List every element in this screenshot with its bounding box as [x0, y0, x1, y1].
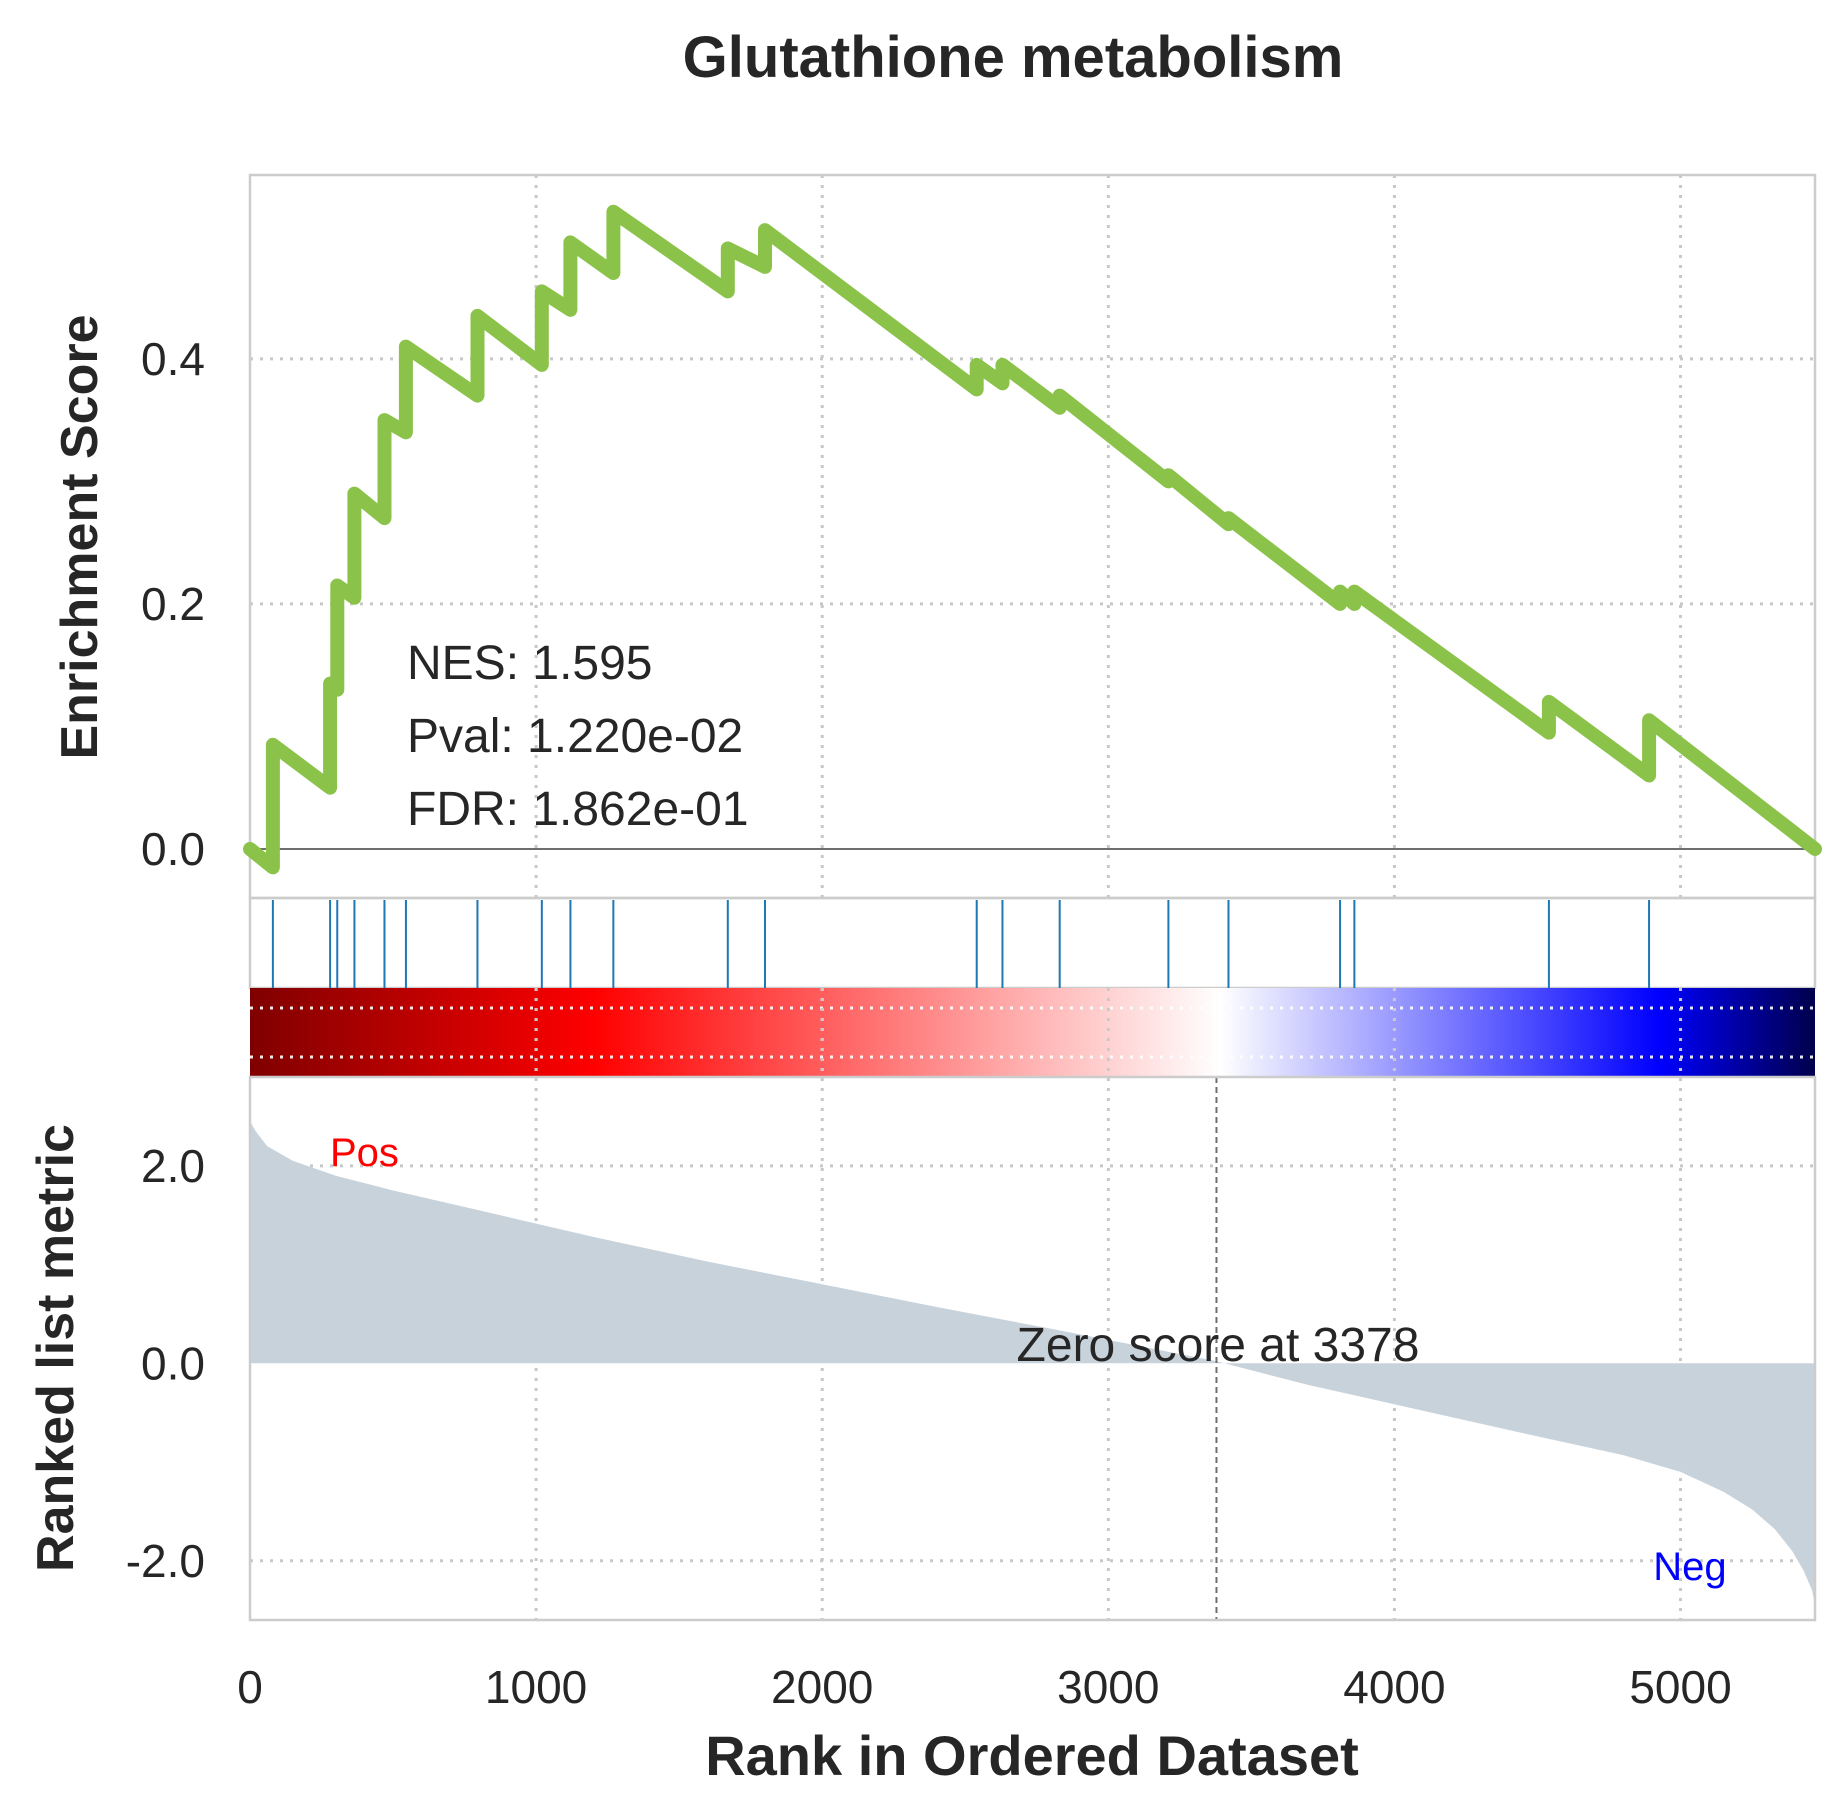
- enrichment-score-line: [243, 204, 1822, 875]
- x-tick-label: 2000: [771, 1661, 873, 1713]
- x-tick-label: 1000: [485, 1661, 587, 1713]
- es-panel: 0.0 0.2 0.4 Enrichment Score NES: 1.595 Pv…: [51, 173, 1822, 900]
- hits-panel: [248, 896, 1817, 990]
- fdr-stat: FDR: 1.862e-01: [407, 783, 749, 836]
- rank-y-tick-label: 2.0: [141, 1140, 205, 1192]
- es-stats: NES: 1.595 Pval: 1.220e-02 FDR: 1.862e-0…: [407, 637, 749, 836]
- x-tick-label: 0: [237, 1661, 263, 1713]
- heatmap-gradient: [250, 988, 1815, 1077]
- zero-score-label: Zero score at 3378: [1017, 1319, 1420, 1372]
- rank-y-tick-label: 0.0: [141, 1337, 205, 1389]
- rank-panel-frame: [248, 1075, 1817, 1622]
- rank-y-ticks: 2.0 0.0 -2.0: [126, 1140, 205, 1587]
- es-y-axis-label: Enrichment Score: [51, 314, 109, 759]
- rank-heatmap-bar: [250, 988, 1815, 1077]
- x-axis-label: Rank in Ordered Dataset: [705, 1724, 1359, 1787]
- nes-stat: NES: 1.595: [407, 637, 652, 690]
- rank-gridlines: [250, 988, 1815, 1620]
- heatmap-gridlines: [250, 988, 1815, 1077]
- es-gridlines: [250, 175, 1815, 898]
- x-tick-label: 4000: [1343, 1661, 1445, 1713]
- gene-hit-marks: [271, 900, 1651, 988]
- rank-panel: 2.0 0.0 -2.0 Ranked list metric Zero score…: [27, 988, 1817, 1622]
- x-tick-label: 3000: [1057, 1661, 1159, 1713]
- rank-y-tick-label: -2.0: [126, 1535, 205, 1587]
- pval-stat: Pval: 1.220e-02: [407, 710, 743, 763]
- x-axis-ticks: 0 1000 2000 3000 4000 5000: [237, 1661, 1731, 1713]
- es-y-tick-label: 0.4: [141, 333, 205, 385]
- es-y-ticks: 0.0 0.2 0.4: [141, 333, 205, 875]
- ranked-metric-area: [250, 1121, 1815, 1606]
- x-tick-label: 5000: [1629, 1661, 1731, 1713]
- hits-panel-frame: [248, 896, 1817, 990]
- pos-label: Pos: [330, 1131, 399, 1175]
- chart-title: Glutathione metabolism: [683, 25, 1344, 90]
- rank-y-axis-label: Ranked list metric: [27, 1124, 85, 1572]
- es-y-tick-label: 0.2: [141, 578, 205, 630]
- neg-label: Neg: [1653, 1545, 1726, 1589]
- es-y-tick-label: 0.0: [141, 823, 205, 875]
